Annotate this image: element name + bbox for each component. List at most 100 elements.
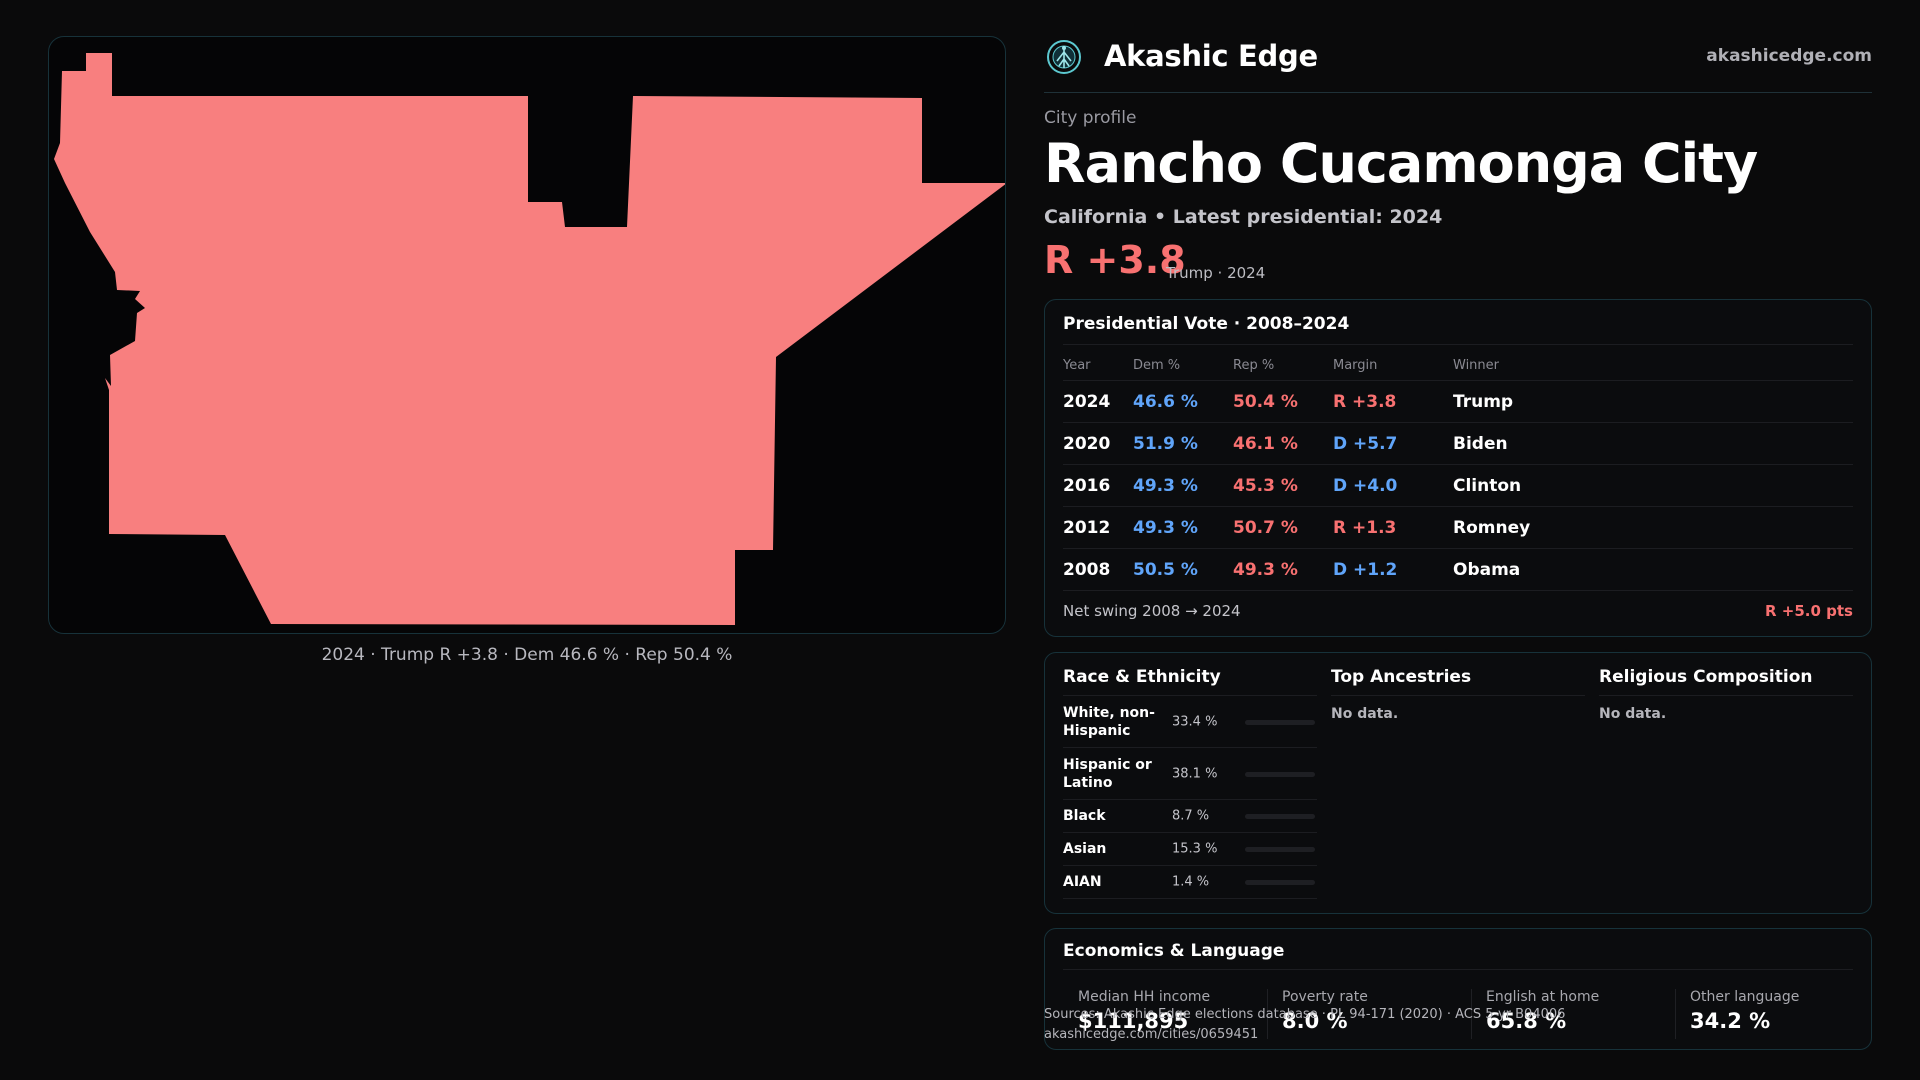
brand-bar: Akashic Edge akashicedge.com	[1044, 36, 1872, 93]
dem-cell: 49.3 %	[1133, 464, 1233, 507]
rep-cell: 50.4 %	[1233, 380, 1333, 423]
year-cell: 2012	[1063, 506, 1133, 549]
footer: Sources: Akashic Edge elections database…	[1044, 1005, 1565, 1045]
rep-cell: 49.3 %	[1233, 548, 1333, 591]
map-caption: 2024 · Trump R +3.8 · Dem 46.6 % · Rep 5…	[321, 645, 733, 665]
margin-caption: Trump · 2024	[1166, 264, 1266, 282]
presidential-vote-card: Presidential Vote · 2008–2024 Year Dem %…	[1044, 299, 1872, 637]
section-title: Top Ancestries	[1331, 667, 1585, 696]
race-label: Hispanic or Latino	[1063, 756, 1152, 791]
table-row: 2024 46.6 % 50.4 % R +3.8 Trump	[1063, 380, 1853, 423]
eyebrow-label: City profile	[1044, 108, 1137, 128]
column-header: Margin	[1333, 357, 1378, 373]
card-title: Presidential Vote · 2008–2024	[1063, 314, 1350, 334]
race-pct: 15.3 %	[1172, 841, 1218, 857]
table-row: 2020 51.9 % 46.1 % D +5.7 Biden	[1063, 422, 1853, 465]
dem-cell: 46.6 %	[1133, 380, 1233, 423]
margin-cell: D +5.7	[1333, 422, 1453, 465]
winner-cell: Trump	[1453, 380, 1853, 423]
winner-cell: Obama	[1453, 548, 1853, 591]
permalink[interactable]: akashicedge.com/cities/0659451	[1044, 1027, 1259, 1042]
divider	[1063, 344, 1853, 345]
divider	[1063, 969, 1853, 970]
year-cell: 2008	[1063, 548, 1133, 591]
race-label: Black	[1063, 808, 1106, 824]
stat-label: Poverty rate	[1282, 989, 1368, 1005]
race-bar	[1245, 880, 1315, 885]
race-pct: 33.4 %	[1172, 714, 1218, 729]
race-pct: 1.4 %	[1172, 874, 1210, 890]
stat-english-at-home: English at home 65.8 %	[1486, 989, 1599, 1033]
year-cell: 2020	[1063, 422, 1133, 465]
stat-value: 34.2 %	[1690, 1009, 1771, 1033]
column-header: Dem %	[1133, 357, 1181, 373]
margin-cell: R +1.3	[1333, 506, 1453, 549]
table-row: 2016 49.3 % 45.3 % D +4.0 Clinton	[1063, 464, 1853, 507]
religion-section: Religious Composition No data.	[1599, 667, 1853, 722]
race-bar	[1245, 847, 1315, 852]
race-bar	[1245, 771, 1315, 777]
race-row: Asian 15.3 %	[1063, 833, 1317, 866]
empty-state: No data.	[1599, 706, 1667, 722]
column-header: Rep %	[1233, 357, 1275, 373]
net-swing-value: R +5.0 pts	[1765, 602, 1853, 620]
stat-value: $111,895	[1078, 1009, 1189, 1033]
map-panel	[48, 36, 1006, 634]
brand-url-link[interactable]: akashicedge.com	[1706, 46, 1872, 66]
page-title: Rancho Cucamonga City	[1044, 132, 1758, 195]
stat-label: Median HH income	[1078, 989, 1211, 1005]
dem-cell: 51.9 %	[1133, 422, 1233, 465]
stat-label: Other language	[1690, 989, 1800, 1005]
race-pct: 38.1 %	[1172, 766, 1218, 781]
subtitle: California • Latest presidential: 2024	[1044, 206, 1443, 228]
winner-cell: Clinton	[1453, 464, 1853, 507]
margin-cell: D +4.0	[1333, 464, 1453, 507]
stat-other-language: Other language 34.2 %	[1690, 989, 1799, 1033]
table-row: 2012 49.3 % 50.7 % R +1.3 Romney	[1063, 506, 1853, 549]
city-boundary-map	[54, 53, 1006, 625]
stat-value: 65.8 %	[1486, 1009, 1567, 1033]
demographics-card: Race & Ethnicity White, non-Hispanic 33.…	[1044, 652, 1872, 914]
margin-cell: D +1.2	[1333, 548, 1453, 591]
profile-header: Akashic Edge akashicedge.com City profil…	[1044, 36, 1872, 282]
stat-median-income: Median HH income $111,895	[1078, 989, 1210, 1033]
winner-cell: Biden	[1453, 422, 1853, 465]
race-label: Asian	[1063, 841, 1107, 857]
section-title: Race & Ethnicity	[1063, 667, 1317, 696]
stat-label: English at home	[1486, 989, 1600, 1005]
rep-cell: 46.1 %	[1233, 422, 1333, 465]
race-row: AIAN 1.4 %	[1063, 866, 1317, 899]
column-header: Year	[1063, 357, 1091, 373]
economics-card: Economics & Language Median HH income $1…	[1044, 928, 1872, 1050]
globe-network-icon	[1047, 40, 1081, 74]
table-header-row: Year Dem % Rep % Margin Winner	[1063, 350, 1853, 381]
source-note: Sources: Akashic Edge elections database…	[1044, 1007, 1566, 1022]
empty-state: No data.	[1331, 706, 1399, 722]
race-row: White, non-Hispanic 33.4 %	[1063, 696, 1317, 748]
race-label: AIAN	[1063, 874, 1102, 890]
race-ethnicity-section: Race & Ethnicity White, non-Hispanic 33.…	[1063, 667, 1317, 899]
divider	[1471, 989, 1472, 1039]
margin-badge: R +3.8	[1044, 238, 1186, 282]
margin-cell: R +3.8	[1333, 380, 1453, 423]
year-cell: 2024	[1063, 380, 1133, 423]
winner-cell: Romney	[1453, 506, 1853, 549]
card-title: Economics & Language	[1063, 941, 1285, 961]
race-row: Black 8.7 %	[1063, 800, 1317, 833]
rep-cell: 50.7 %	[1233, 506, 1333, 549]
divider	[1675, 989, 1676, 1039]
year-cell: 2016	[1063, 464, 1133, 507]
race-label: White, non-Hispanic	[1063, 704, 1155, 739]
city-boundary-shape[interactable]	[54, 53, 1006, 625]
race-pct: 8.7 %	[1172, 808, 1210, 824]
brand-name: Akashic Edge	[1104, 39, 1318, 73]
stat-value: 8.0 %	[1282, 1009, 1348, 1033]
race-bar	[1245, 719, 1315, 725]
stat-poverty-rate: Poverty rate 8.0 %	[1282, 989, 1368, 1033]
net-swing-label: Net swing 2008 → 2024	[1063, 602, 1241, 620]
race-bar	[1245, 814, 1315, 819]
table-row: 2008 50.5 % 49.3 % D +1.2 Obama	[1063, 548, 1853, 591]
column-header: Winner	[1453, 357, 1500, 373]
dem-cell: 49.3 %	[1133, 506, 1233, 549]
divider	[1267, 989, 1268, 1039]
